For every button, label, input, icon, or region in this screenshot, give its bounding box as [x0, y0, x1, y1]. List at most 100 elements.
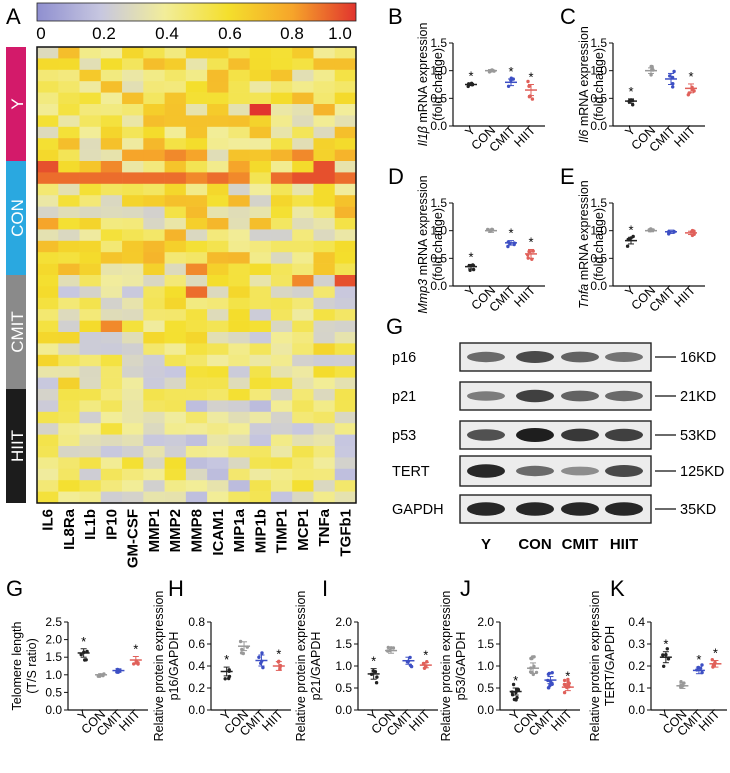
heatmap-cell	[79, 457, 102, 470]
heatmap-cell	[37, 400, 59, 413]
heatmap-cell	[122, 161, 144, 173]
heatmap-cell	[334, 252, 357, 264]
heatmap-cell	[79, 161, 102, 173]
heatmap-cell	[249, 286, 272, 299]
heatmap-cell	[313, 81, 336, 93]
heatmap-cell	[207, 297, 229, 310]
heatmap-cell	[185, 58, 208, 71]
heatmap-cell	[143, 480, 165, 492]
blot-band	[516, 465, 554, 477]
data-point	[666, 657, 671, 661]
heatmap-cell	[292, 389, 314, 401]
heatmap-cell	[79, 206, 102, 219]
heatmap-cell	[334, 58, 357, 71]
colorbar	[36, 2, 357, 22]
heatmap-cell	[185, 92, 208, 105]
heatmap-cell	[58, 172, 80, 185]
data-point	[223, 677, 227, 681]
heatmap-cell	[228, 343, 250, 356]
dot-plot-g: G 0.0 0.5 1.0 1.5 2.0 2.5 Telomere length (T/S r…	[6, 576, 148, 739]
heatmap-cell	[122, 92, 144, 105]
heatmap-cell	[37, 92, 59, 105]
heatmap-cell	[334, 218, 357, 230]
y-axis-label: Relative protein expression	[152, 591, 166, 742]
heatmap-cell	[270, 104, 293, 116]
heatmap-cell	[164, 400, 187, 413]
marker-size-label: 16KD	[680, 350, 716, 366]
heatmap-cell	[270, 457, 293, 470]
heatmap-cell	[58, 206, 80, 219]
heatmap-cell	[334, 138, 357, 150]
heatmap-cell	[122, 366, 144, 378]
heatmap-cell	[249, 297, 272, 310]
y-tick-label: 1.5	[590, 196, 607, 210]
heatmap-cell	[143, 104, 165, 116]
heatmap-cell	[185, 275, 208, 287]
heatmap-cell	[58, 411, 80, 424]
data-point	[692, 89, 696, 93]
heatmap-cell	[122, 491, 144, 504]
heatmap-cell	[37, 149, 59, 162]
heatmap-cell	[207, 92, 229, 105]
heatmap-cell	[207, 69, 229, 82]
blot-rows: p16 16KD p21 21KD p53 53KD TERT 125KD GAPDH 35KD	[392, 342, 724, 524]
blot-band	[561, 428, 599, 442]
y-tick-label: 0.5	[590, 91, 607, 105]
heatmap-cell	[270, 161, 293, 173]
y-tick-label: 0.0	[477, 703, 494, 717]
heatmap-cell	[228, 195, 250, 207]
heatmap-cell	[58, 286, 80, 299]
heatmap-cell	[100, 218, 123, 230]
heatmap-cell	[164, 149, 187, 162]
colorbar-tick: 1.0	[328, 24, 352, 43]
heatmap-cell	[249, 468, 272, 481]
heatmap-cell	[313, 286, 336, 299]
heatmap-cell	[100, 411, 123, 424]
heatmap-cell	[292, 468, 314, 481]
heatmap-cell	[37, 218, 59, 230]
y-axis-label-2: (fold change)	[592, 48, 606, 121]
heatmap-cell	[79, 195, 102, 207]
heatmap-cell	[58, 92, 80, 105]
heatmap-cell	[37, 126, 59, 139]
panel-letter: E	[560, 164, 575, 189]
heatmap-cell	[58, 343, 80, 356]
heatmap-cell	[292, 69, 314, 82]
heatmap-cell	[37, 332, 59, 344]
heatmap-cell	[292, 195, 314, 207]
blot-band	[605, 352, 643, 362]
heatmap-cell	[164, 457, 187, 470]
heatmap-cell	[143, 366, 165, 378]
heatmap-cell	[334, 491, 357, 504]
heatmap-cell	[122, 309, 144, 321]
heatmap-cell	[100, 195, 123, 207]
heatmap-cell	[122, 104, 144, 116]
heatmap-cell	[100, 468, 123, 481]
y-axis-label: Tnfa mRNA expression	[577, 180, 591, 309]
data-point	[527, 84, 531, 89]
heatmap-cell	[292, 366, 314, 378]
heatmap-cell	[100, 480, 123, 492]
heatmap-cell	[313, 491, 336, 504]
heatmap-cell	[58, 115, 80, 128]
heatmap-cell	[143, 297, 165, 310]
y-tick-label: 0.5	[430, 251, 447, 265]
heatmap-cell	[249, 126, 272, 139]
data-point	[550, 671, 554, 675]
heatmap-cell	[228, 457, 250, 470]
heatmap-cell	[185, 161, 208, 173]
data-point	[375, 675, 379, 679]
heatmap-cell	[143, 309, 165, 321]
heatmap-cell	[164, 297, 187, 310]
data-point	[546, 672, 551, 676]
heatmap-cell	[143, 457, 165, 470]
gene-label: IL1b	[82, 509, 99, 540]
gene-label: TIMP1	[274, 509, 291, 553]
heatmap-cell	[143, 286, 165, 299]
data-point	[238, 639, 243, 644]
group-label-con: CON	[8, 199, 27, 237]
y-axis-label: Telomere length	[10, 621, 24, 710]
y-tick-label: 2.5	[45, 615, 62, 629]
heatmap-cell	[207, 218, 229, 230]
